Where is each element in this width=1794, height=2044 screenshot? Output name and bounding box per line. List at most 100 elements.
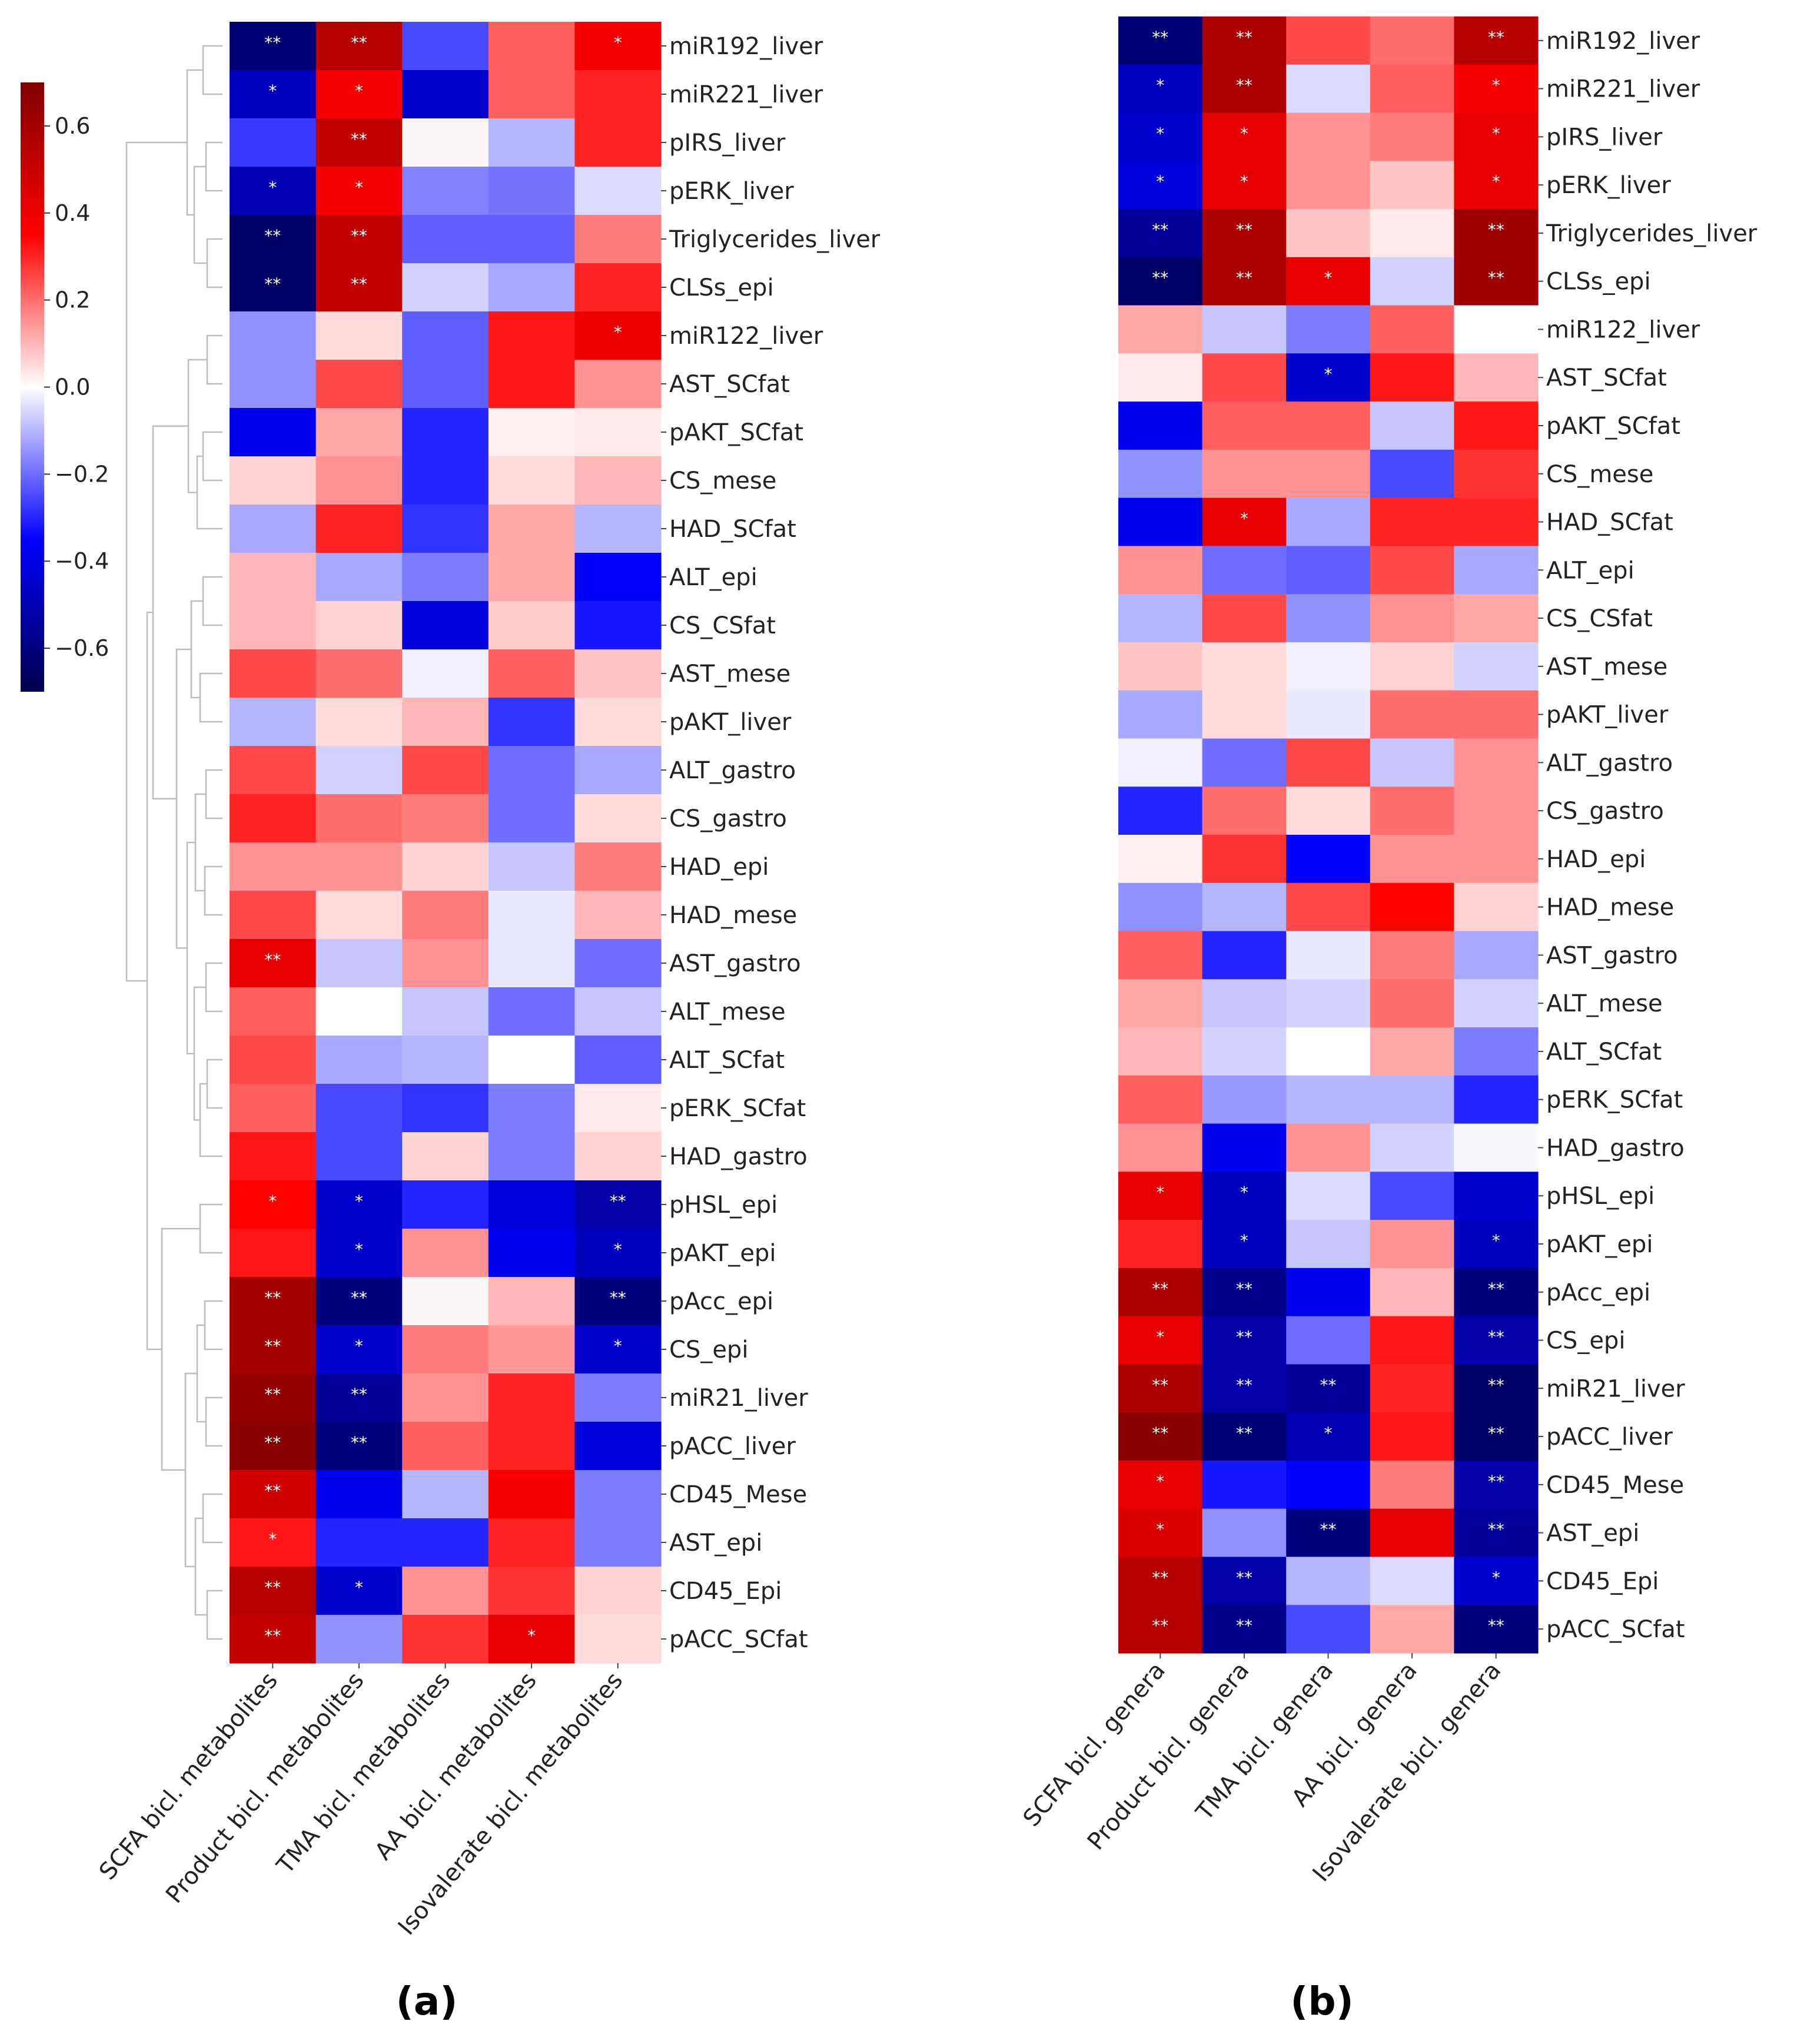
heatmap-cell [402,1615,489,1664]
heatmap-cell [230,167,317,215]
heatmap-cell [1202,497,1287,547]
significance-marker: ** [264,1433,281,1452]
heatmap-cell [1370,835,1454,884]
heatmap-cell [1202,1412,1287,1461]
heatmap-cell [1454,209,1539,258]
heatmap-cell [1454,1364,1539,1413]
row-label: pACC_liver [669,1433,796,1460]
heatmap-cell [1454,402,1539,450]
heatmap-cell [1286,497,1371,547]
heatmap-cell [230,649,317,698]
heatmap-cell [1202,209,1287,258]
significance-marker: ** [264,1578,281,1597]
heatmap-cell [1370,161,1454,210]
heatmap-cell [1202,353,1287,402]
heatmap-cell [1370,16,1454,65]
significance-marker: ** [1488,268,1504,288]
heatmap-cell [230,1084,317,1133]
row-label: AST_epi [1546,1520,1639,1547]
heatmap-cell [574,408,662,457]
heatmap-cell [402,1084,489,1133]
dendrogram-link [194,1517,207,1616]
heatmap-cell [1370,449,1454,499]
heatmap-cell [1286,835,1371,884]
heatmap-cell [1202,835,1287,884]
colorbar-tick-label: −0.2 [55,461,109,487]
heatmap-cell [488,1036,575,1084]
significance-marker: * [355,1192,363,1211]
significance-marker: * [268,1192,277,1211]
significance-marker: ** [1488,1279,1504,1299]
row-label: pERK_liver [1546,172,1671,199]
heatmap-cell [1202,738,1287,787]
significance-marker: * [355,178,363,197]
heatmap-cell [1454,642,1539,691]
heatmap-cell [1118,1172,1203,1220]
significance-marker: ** [264,1336,281,1356]
heatmap-cell [488,698,575,746]
dendrogram-link [202,45,222,95]
significance-marker: ** [1236,1328,1253,1347]
heatmap-cell [1118,1364,1203,1413]
heatmap-cell [1202,449,1287,499]
heatmap-cell [1454,1412,1539,1461]
heatmap-cell [488,1518,575,1567]
dendrogram-a [125,45,222,1640]
dendrogram-link [190,600,203,699]
panel-label-b: (b) [1290,1979,1354,2024]
significance-marker: ** [351,1288,367,1308]
colorbar: 0.6 0.4 0.2 0.0 −0.2 −0.4 −0.6 [21,82,109,692]
heatmap-cell [1118,1557,1203,1605]
row-label: CS_gastro [1546,798,1664,825]
heatmap-cell [1370,112,1454,161]
heatmap-cell [1370,1364,1454,1413]
heatmap-cell [1202,1075,1287,1124]
significance-marker: * [1240,1231,1248,1250]
colorbar-tick-label: 0.2 [55,287,90,313]
row-label: miR192_liver [1546,28,1700,55]
heatmap-cell [230,360,317,409]
row-label: miR21_liver [669,1385,808,1412]
significance-marker: ** [1236,1424,1253,1443]
row-label: AST_SCfat [1546,364,1667,391]
heatmap-cell [315,1277,403,1326]
heatmap-cell [402,553,489,602]
row-label: CD45_Epi [669,1578,782,1605]
row-label: CS_mese [1546,461,1653,488]
row-label: AST_gastro [1546,942,1678,969]
heatmap-cell [230,1325,317,1374]
heatmap-cell [230,1422,317,1471]
dendrogram-link [205,962,222,1013]
row-label: CD45_Mese [669,1481,807,1508]
heatmap-cell [1118,449,1203,499]
heatmap-cell [1370,642,1454,691]
heatmap-cell [1454,1316,1539,1365]
heatmap-cell [574,939,662,988]
significance-marker: * [1156,1183,1164,1202]
heatmap-cell [402,1470,489,1519]
heatmap-cell [230,891,317,940]
heatmap-cell [1454,1027,1539,1076]
heatmap-cell [1370,1172,1454,1220]
heatmap-cell [230,118,317,167]
row-label: CD45_Mese [1546,1472,1684,1499]
heatmap-cell [1370,1075,1454,1124]
significance-marker: ** [264,1626,281,1645]
heatmap-cell [1454,1123,1539,1172]
heatmap-cell [230,601,317,650]
heatmap-cell [1286,1267,1371,1317]
dendrogram-link [202,1493,222,1544]
heatmap-cell [1118,112,1203,161]
heatmap-cell [1370,1123,1454,1172]
heatmap-cell [1286,882,1371,932]
heatmap-cell [315,1615,403,1664]
heatmap-cell [1454,931,1539,980]
heatmap-cell [1370,1557,1454,1605]
heatmap-cell [1202,257,1287,306]
heatmap-cell [1202,642,1287,691]
heatmap-cell [315,456,403,505]
heatmap-cell [488,311,575,360]
dendrogram-link [205,1396,222,1447]
row-label: pACC_SCfat [1546,1616,1685,1643]
significance-marker: * [1492,76,1500,95]
